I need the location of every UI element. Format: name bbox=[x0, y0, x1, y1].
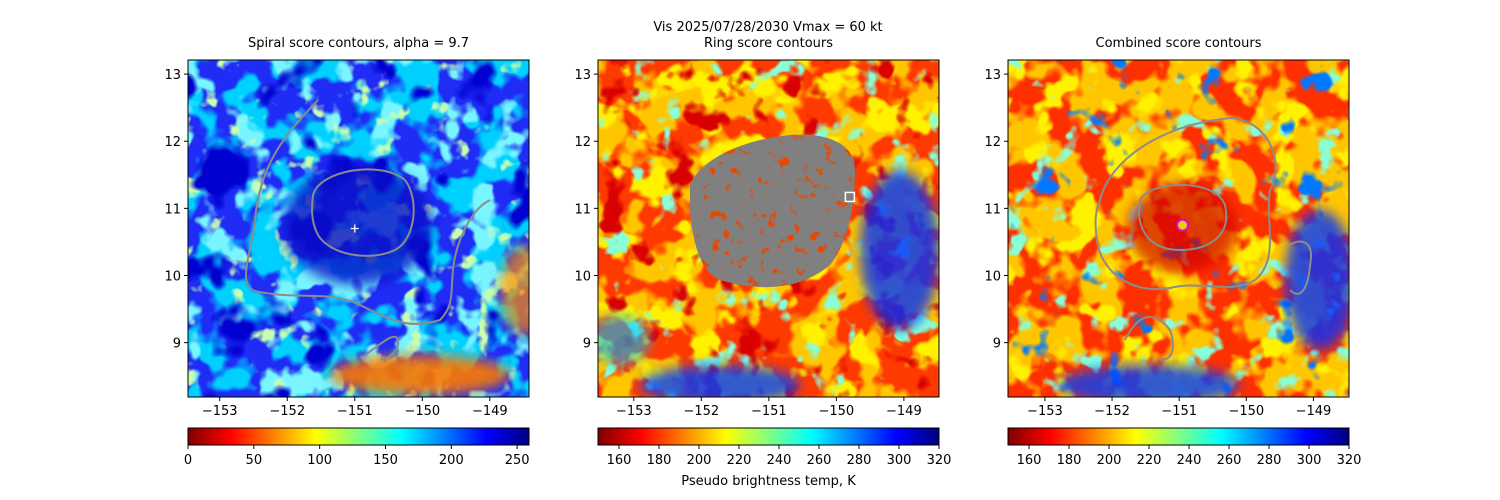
colorbar-tick-label: 260 bbox=[807, 453, 832, 468]
x-tick-label: −149 bbox=[1296, 404, 1332, 419]
center-marker bbox=[844, 191, 856, 203]
y-tick-label: 11 bbox=[984, 202, 1001, 217]
axes-title: Spiral score contours, alpha = 9.7 bbox=[248, 36, 469, 51]
heatmap-image bbox=[188, 60, 529, 397]
colorbar-tick-label: 220 bbox=[727, 453, 752, 468]
contour bbox=[1124, 316, 1174, 361]
center-marker bbox=[350, 224, 359, 233]
x-tick-label: −150 bbox=[404, 404, 440, 419]
axes-title: Combined score contours bbox=[1096, 36, 1262, 51]
colorbar-tick-label: 220 bbox=[1137, 453, 1162, 468]
axes-frame bbox=[1007, 59, 1350, 398]
colorbar-tick-label: 250 bbox=[505, 453, 530, 468]
image-feature bbox=[500, 245, 529, 335]
colorbar-tick-label: 180 bbox=[647, 453, 672, 468]
y-tick-label: 10 bbox=[574, 269, 591, 284]
heatmap-image bbox=[598, 60, 939, 397]
colorbar bbox=[597, 427, 940, 446]
contour bbox=[1094, 116, 1277, 291]
image-feature bbox=[860, 170, 939, 330]
contour bbox=[245, 99, 491, 326]
x-tick-label: −151 bbox=[337, 404, 373, 419]
colorbar bbox=[187, 427, 530, 446]
y-tick-label: 9 bbox=[583, 337, 591, 352]
contour bbox=[364, 335, 400, 361]
axes-frame bbox=[187, 59, 530, 398]
colorbar-tick-label: 200 bbox=[1097, 453, 1122, 468]
colorbar-tick-label: 240 bbox=[1177, 453, 1202, 468]
colorbar-tick-label: 200 bbox=[439, 453, 464, 468]
x-tick-label: −153 bbox=[202, 404, 238, 419]
x-tick-label: −152 bbox=[1094, 404, 1130, 419]
y-tick-label: 13 bbox=[984, 68, 1001, 83]
colorbar-tick-label: 100 bbox=[307, 453, 332, 468]
y-tick-label: 12 bbox=[574, 135, 591, 150]
colorbar-tick-label: 150 bbox=[373, 453, 398, 468]
heatmap-image bbox=[1008, 60, 1349, 397]
x-tick-label: −151 bbox=[751, 404, 787, 419]
colorbar bbox=[1007, 427, 1350, 446]
colorbar-tick-label: 300 bbox=[1297, 453, 1322, 468]
x-tick-label: −153 bbox=[1027, 404, 1063, 419]
x-tick-label: −152 bbox=[269, 404, 305, 419]
y-tick-label: 11 bbox=[574, 202, 591, 217]
contour bbox=[1289, 240, 1312, 295]
y-tick-label: 12 bbox=[984, 135, 1001, 150]
x-tick-label: −149 bbox=[472, 404, 508, 419]
y-tick-label: 12 bbox=[164, 135, 181, 150]
colorbar-tick-label: 260 bbox=[1217, 453, 1242, 468]
y-tick-label: 10 bbox=[984, 269, 1001, 284]
colorbar-label: Pseudo brightness temp, K bbox=[681, 474, 856, 489]
center-marker bbox=[1176, 218, 1190, 232]
x-tick-label: −149 bbox=[886, 404, 922, 419]
y-tick-label: 9 bbox=[993, 337, 1001, 352]
image-feature bbox=[330, 355, 510, 395]
y-tick-label: 13 bbox=[574, 68, 591, 83]
colorbar-tick-label: 50 bbox=[246, 453, 263, 468]
x-tick-label: −152 bbox=[683, 404, 719, 419]
colorbar-tick-label: 280 bbox=[847, 453, 872, 468]
image-feature bbox=[640, 365, 800, 397]
contour bbox=[311, 168, 415, 257]
colorbar-tick-label: 300 bbox=[887, 453, 912, 468]
axes-title: Ring score contours bbox=[704, 36, 833, 51]
x-tick-label: −153 bbox=[616, 404, 652, 419]
colorbar-tick-label: 0 bbox=[184, 453, 192, 468]
colorbar-tick-label: 280 bbox=[1257, 453, 1282, 468]
image-feature bbox=[1060, 365, 1240, 397]
colorbar-tick-label: 320 bbox=[927, 453, 952, 468]
image-feature bbox=[283, 165, 433, 285]
y-tick-label: 11 bbox=[164, 202, 181, 217]
image-feature bbox=[598, 315, 650, 365]
colorbar-tick-label: 180 bbox=[1057, 453, 1082, 468]
x-tick-label: −150 bbox=[819, 404, 855, 419]
contour bbox=[1138, 183, 1228, 252]
x-tick-label: −150 bbox=[1228, 404, 1264, 419]
colorbar-tick-label: 320 bbox=[1337, 453, 1362, 468]
y-tick-label: 9 bbox=[173, 337, 181, 352]
colorbar-tick-label: 160 bbox=[607, 453, 632, 468]
colorbar-tick-label: 160 bbox=[1017, 453, 1042, 468]
figure-title: Vis 2025/07/28/2030 Vmax = 60 kt bbox=[653, 20, 882, 35]
mask-speckle bbox=[690, 134, 855, 288]
colorbar-tick-label: 240 bbox=[767, 453, 792, 468]
y-tick-label: 13 bbox=[164, 68, 181, 83]
image-feature bbox=[1285, 210, 1349, 350]
y-tick-label: 10 bbox=[164, 269, 181, 284]
x-tick-label: −151 bbox=[1161, 404, 1197, 419]
colorbar-tick-label: 200 bbox=[687, 453, 712, 468]
